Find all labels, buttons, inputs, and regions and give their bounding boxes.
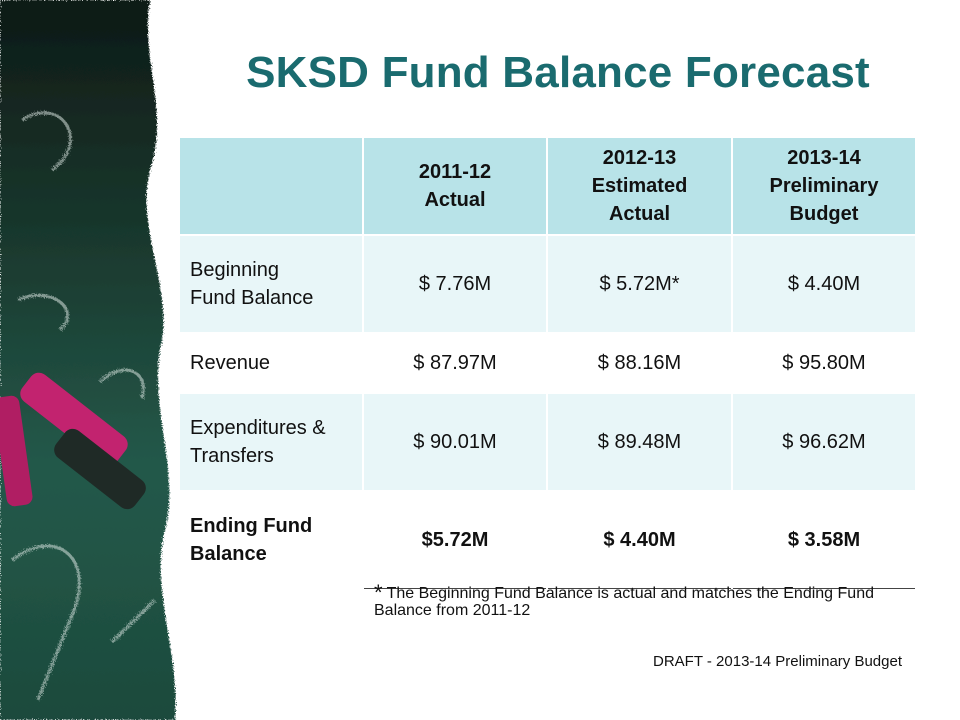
chalk-stick-icon bbox=[0, 372, 146, 510]
chalkboard-decoration bbox=[0, 0, 176, 720]
cell-value: $ 4.40M bbox=[732, 234, 917, 333]
row-label: Expenditures & Transfers bbox=[180, 392, 364, 491]
cell-value: $ 5.72M* bbox=[547, 234, 733, 333]
cell-value: $ 3.58M bbox=[732, 490, 917, 589]
footnote-marker: * bbox=[374, 580, 383, 605]
table-row: Expenditures & Transfers $ 90.01M $ 89.4… bbox=[180, 392, 917, 491]
row-label: Ending Fund Balance bbox=[180, 490, 364, 589]
row-label: Beginning Fund Balance bbox=[180, 234, 364, 333]
page-title: SKSD Fund Balance Forecast bbox=[246, 48, 870, 97]
cell-value: $ 88.16M bbox=[547, 332, 733, 393]
header-2012-13: 2012-13 Estimated Actual bbox=[547, 138, 733, 235]
footnote-text: The Beginning Fund Balance is actual and… bbox=[374, 585, 874, 619]
row-label: Revenue bbox=[180, 332, 364, 393]
header-2011-12: 2011-12 Actual bbox=[363, 138, 548, 235]
table-row: Beginning Fund Balance $ 7.76M $ 5.72M* … bbox=[180, 234, 917, 333]
cell-value: $ 96.62M bbox=[732, 392, 917, 491]
footnote: * The Beginning Fund Balance is actual an… bbox=[374, 582, 874, 620]
draft-footer: DRAFT - 2013-14 Preliminary Budget bbox=[653, 653, 902, 670]
table-header-row: 2011-12 Actual 2012-13 Estimated Actual … bbox=[180, 138, 917, 235]
cell-value: $ 89.48M bbox=[547, 392, 733, 491]
header-empty bbox=[180, 138, 364, 235]
table-row-total: Ending Fund Balance $5.72M $ 4.40M $ 3.5… bbox=[180, 490, 917, 589]
fund-balance-table: 2011-12 Actual 2012-13 Estimated Actual … bbox=[180, 138, 917, 589]
cell-value: $ 87.97M bbox=[363, 332, 548, 393]
cell-value: $ 95.80M bbox=[732, 332, 917, 393]
cell-value: $ 4.40M bbox=[547, 490, 733, 589]
cell-value: $ 90.01M bbox=[363, 392, 548, 491]
header-2013-14: 2013-14 Preliminary Budget bbox=[732, 138, 917, 235]
cell-value: $ 7.76M bbox=[363, 234, 548, 333]
cell-value: $5.72M bbox=[363, 490, 548, 589]
table-row: Revenue $ 87.97M $ 88.16M $ 95.80M bbox=[180, 332, 917, 393]
